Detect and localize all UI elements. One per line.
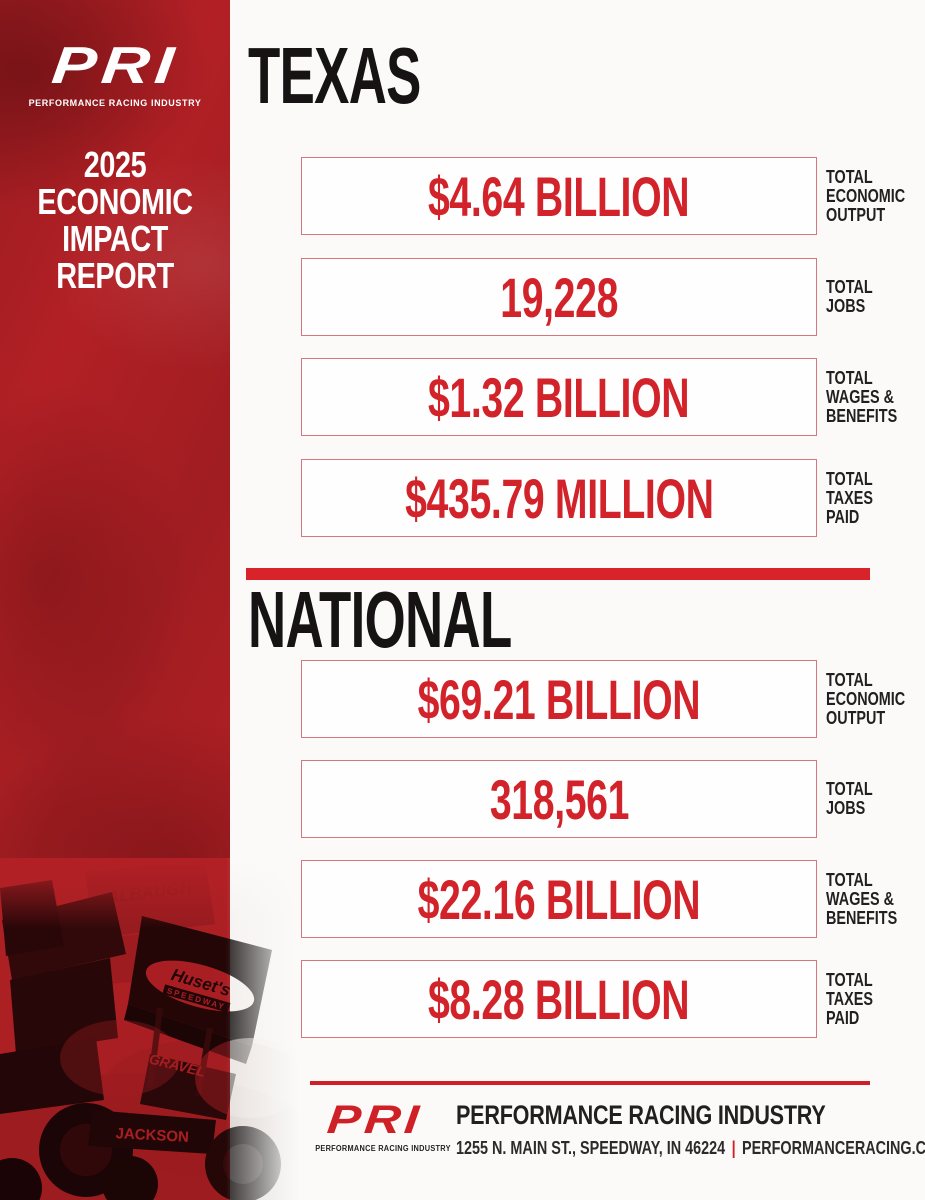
stat-label-line: TOTAL bbox=[826, 969, 873, 990]
report-title-line-1: 2025 bbox=[83, 144, 147, 185]
stat-label-line: TOTAL bbox=[826, 166, 873, 187]
stat-label: TOTAL ECONOMIC OUTPUT bbox=[826, 157, 906, 235]
stat-label: TOTAL JOBS bbox=[826, 760, 906, 838]
stat-label-line: OUTPUT bbox=[826, 707, 886, 728]
stat-label-line: WAGES & bbox=[826, 386, 895, 407]
sidebar: PRI PERFORMANCE RACING INDUSTRY 2025 ECO… bbox=[0, 0, 230, 1200]
report-title-line-2: ECONOMIC bbox=[37, 181, 193, 222]
stat-row-national-jobs: 318,561 TOTAL JOBS bbox=[301, 760, 925, 838]
race-cars-photo: ALBAUGH Huset's bbox=[0, 858, 300, 1200]
section-divider bbox=[246, 568, 870, 580]
stat-label-line: JOBS bbox=[826, 798, 866, 818]
pri-logo: PRI PERFORMANCE RACING INDUSTRY bbox=[0, 37, 230, 108]
stat-label-line: OUTPUT bbox=[826, 204, 886, 225]
stat-row-national-taxes: $8.28 BILLION TOTAL TAXES PAID bbox=[301, 960, 925, 1038]
stat-box: $435.79 MILLION bbox=[301, 459, 817, 537]
footer-company-name: PERFORMANCE RACING INDUSTRY bbox=[456, 1100, 826, 1130]
stat-box: $4.64 BILLION bbox=[301, 157, 817, 235]
pri-logo-wordmark: PRI bbox=[48, 37, 182, 95]
stat-value: 19,228 bbox=[500, 265, 618, 329]
footer-divider bbox=[310, 1081, 870, 1085]
footer-website: PERFORMANCERACING.COM bbox=[742, 1138, 925, 1158]
stat-label-line: BENEFITS bbox=[826, 405, 898, 426]
section-title-texas: TEXAS bbox=[248, 31, 421, 120]
pri-logo-subtitle: PERFORMANCE RACING INDUSTRY bbox=[28, 98, 202, 108]
stat-label: TOTAL WAGES & BENEFITS bbox=[826, 860, 906, 938]
stat-row-national-economic-output: $69.21 BILLION TOTAL ECONOMIC OUTPUT bbox=[301, 660, 925, 738]
stat-value: $22.16 BILLION bbox=[417, 867, 701, 931]
stat-label-line: TOTAL bbox=[826, 869, 873, 890]
report-title-line-3: IMPACT bbox=[62, 218, 168, 259]
stat-label: TOTAL ECONOMIC OUTPUT bbox=[826, 660, 906, 738]
footer-pri-logo: PRI PERFORMANCE RACING INDUSTRY bbox=[310, 1098, 451, 1153]
stat-label-line: JOBS bbox=[826, 296, 866, 316]
stat-row-texas-taxes: $435.79 MILLION TOTAL TAXES PAID bbox=[301, 459, 925, 537]
stat-box: $8.28 BILLION bbox=[301, 960, 817, 1038]
stat-box: $69.21 BILLION bbox=[301, 660, 817, 738]
stat-label-line: ECONOMIC bbox=[826, 185, 906, 206]
footer-address-line: 1255 N. MAIN ST., SPEEDWAY, IN 46224 | PER… bbox=[456, 1138, 925, 1159]
stat-label-line: PAID bbox=[826, 1007, 860, 1028]
stat-label: TOTAL TAXES PAID bbox=[826, 459, 906, 537]
stat-value: $69.21 BILLION bbox=[417, 667, 701, 731]
stat-box: 318,561 bbox=[301, 760, 817, 838]
report-title-line-4: REPORT bbox=[56, 255, 174, 296]
stat-box: $1.32 BILLION bbox=[301, 358, 817, 436]
stat-label-line: ECONOMIC bbox=[826, 688, 906, 709]
stat-row-texas-economic-output: $4.64 BILLION TOTAL ECONOMIC OUTPUT bbox=[301, 157, 925, 235]
stat-value: 318,561 bbox=[489, 767, 629, 831]
footer-separator: | bbox=[731, 1138, 736, 1158]
stat-label: TOTAL JOBS bbox=[826, 258, 906, 336]
stat-row-texas-jobs: 19,228 TOTAL JOBS bbox=[301, 258, 925, 336]
stat-value: $8.28 BILLION bbox=[428, 967, 690, 1031]
stat-label-line: BENEFITS bbox=[826, 907, 898, 928]
stat-label-line: TOTAL bbox=[826, 669, 873, 690]
stat-box: $22.16 BILLION bbox=[301, 860, 817, 938]
stat-value: $4.64 BILLION bbox=[428, 164, 690, 228]
stat-box: 19,228 bbox=[301, 258, 817, 336]
stat-label: TOTAL WAGES & BENEFITS bbox=[826, 358, 906, 436]
stat-label-line: TAXES bbox=[826, 988, 873, 1009]
stat-label-line: WAGES & bbox=[826, 888, 895, 909]
race-cars-illustration: ALBAUGH Huset's bbox=[0, 858, 300, 1200]
stat-row-national-wages: $22.16 BILLION TOTAL WAGES & BENEFITS bbox=[301, 860, 925, 938]
stat-label: TOTAL TAXES PAID bbox=[826, 960, 906, 1038]
stat-label-line: TAXES bbox=[826, 487, 873, 508]
footer-contact-block: PERFORMANCE RACING INDUSTRY 1255 N. MAIN… bbox=[456, 1100, 925, 1159]
stat-label-line: TOTAL bbox=[826, 779, 873, 799]
footer-pri-logo-subtitle: PERFORMANCE RACING INDUSTRY bbox=[315, 1144, 451, 1153]
stat-value: $435.79 MILLION bbox=[404, 466, 714, 530]
stat-label-line: TOTAL bbox=[826, 367, 873, 388]
stat-label-line: TOTAL bbox=[826, 277, 873, 297]
report-title: 2025 ECONOMIC IMPACT REPORT bbox=[23, 146, 207, 294]
stat-value: $1.32 BILLION bbox=[428, 365, 690, 429]
stat-label-line: PAID bbox=[826, 506, 860, 527]
stat-label-line: TOTAL bbox=[826, 468, 873, 489]
stat-row-texas-wages: $1.32 BILLION TOTAL WAGES & BENEFITS bbox=[301, 358, 925, 436]
section-title-national: NATIONAL bbox=[248, 575, 512, 664]
footer-street-address: 1255 N. MAIN ST., SPEEDWAY, IN 46224 bbox=[456, 1138, 726, 1158]
footer-pri-logo-wordmark: PRI bbox=[325, 1098, 425, 1142]
